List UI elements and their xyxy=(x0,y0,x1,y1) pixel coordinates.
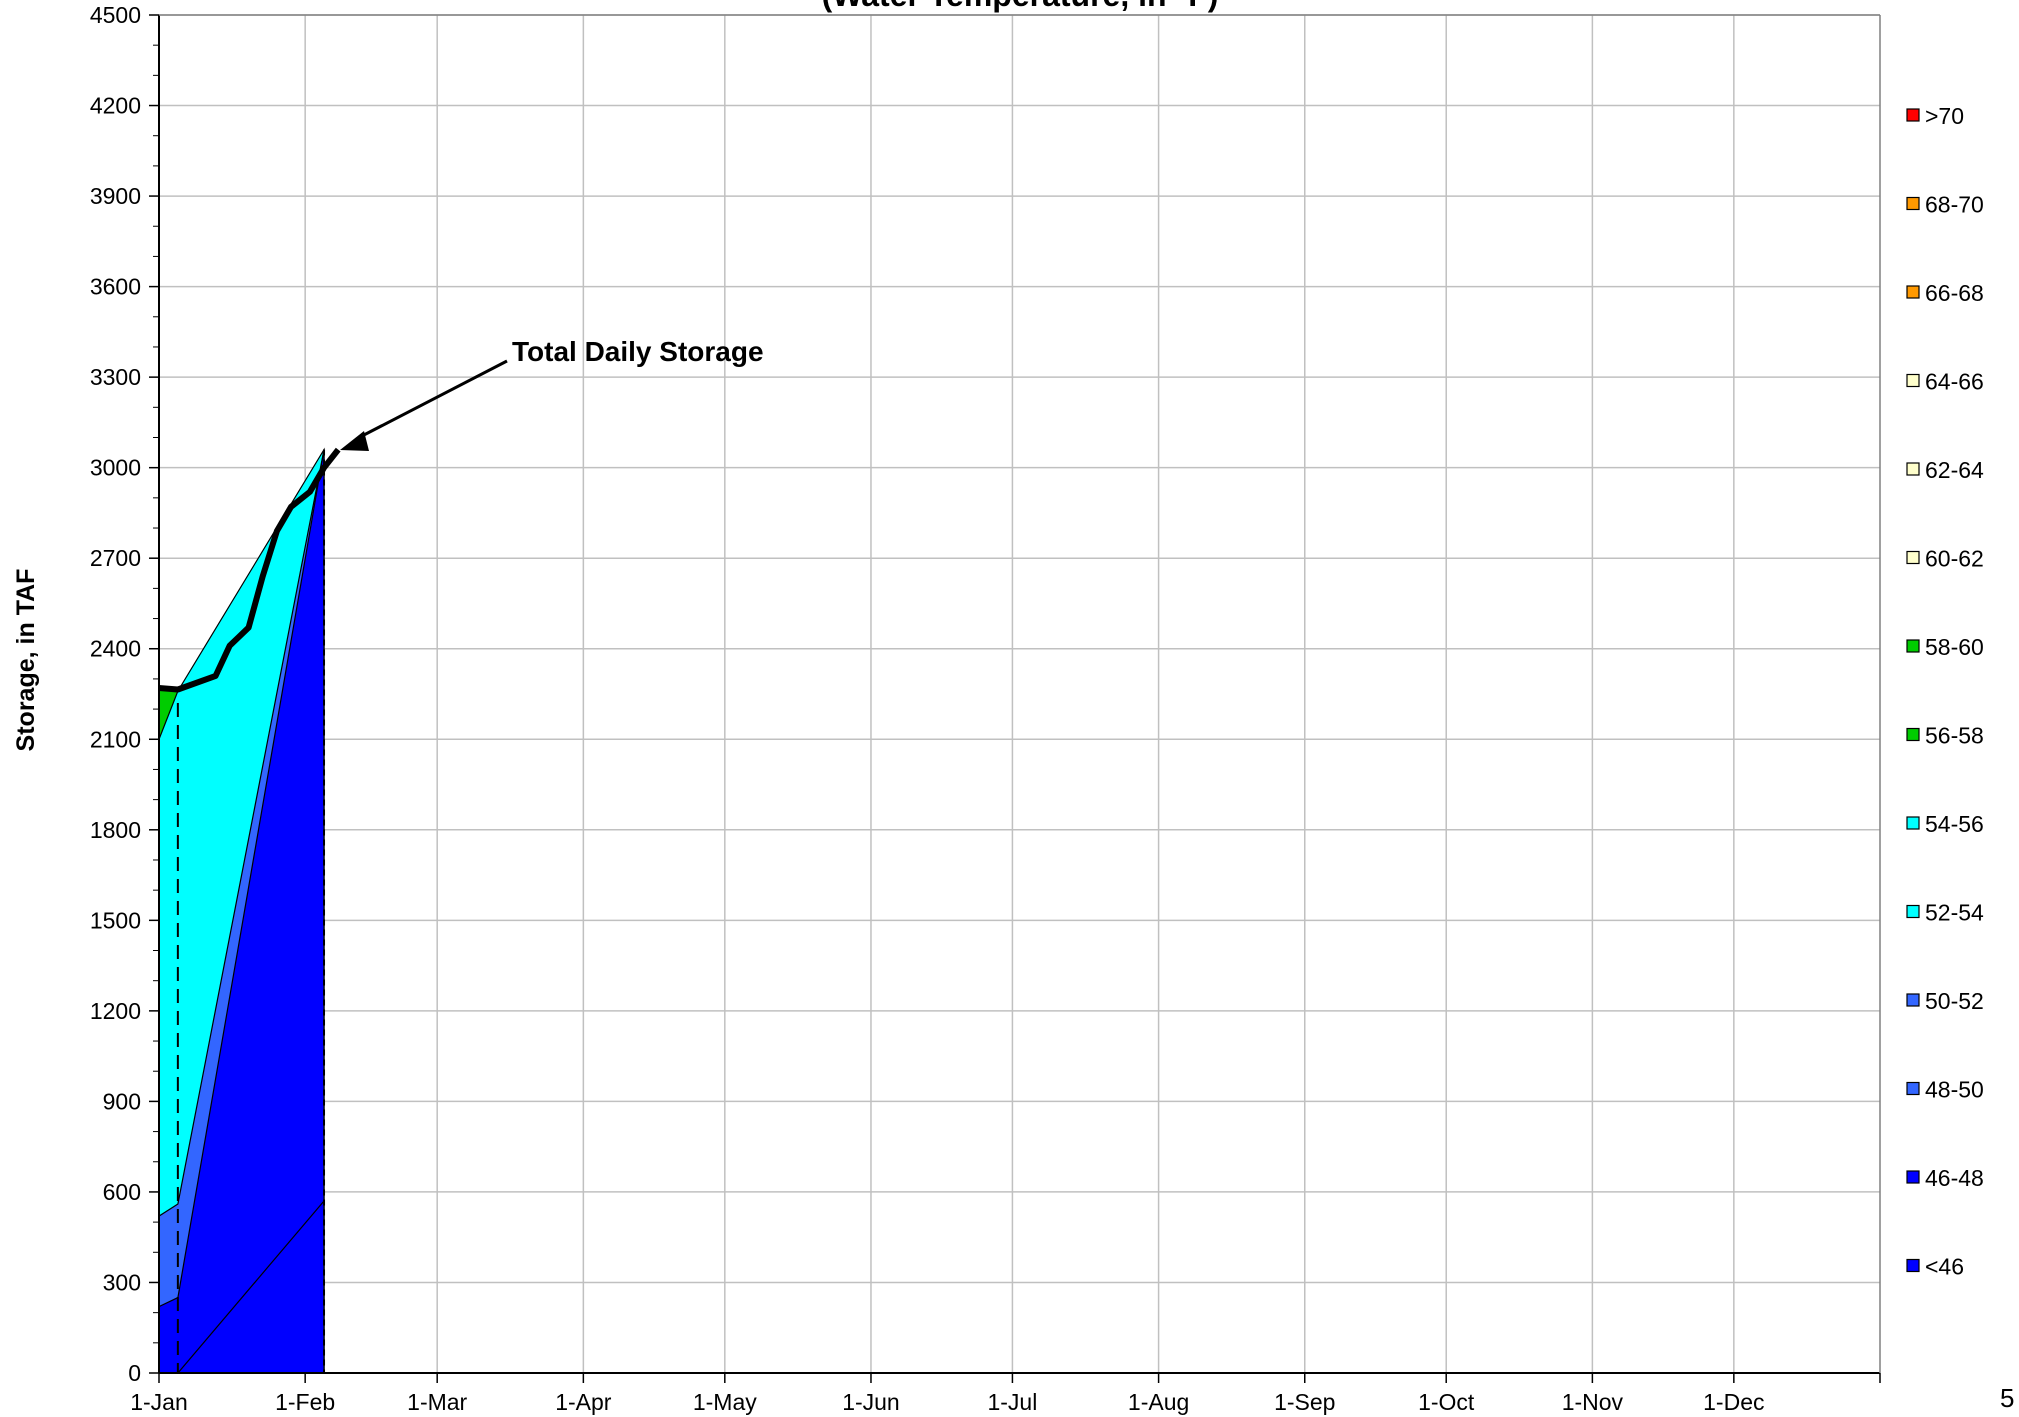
legend-label: 60-62 xyxy=(1925,546,1984,572)
legend-label: 52-54 xyxy=(1925,900,1984,926)
x-tick-label: 1-Aug xyxy=(1128,1389,1189,1415)
legend-label: 56-58 xyxy=(1925,723,1984,749)
legend-swatch xyxy=(1906,639,1920,653)
y-tick-label: 3300 xyxy=(90,364,141,390)
total-storage-line xyxy=(158,447,341,693)
x-tick-label: 1-Dec xyxy=(1703,1389,1764,1415)
y-tick-label: 2400 xyxy=(90,636,141,662)
legend-label: 50-52 xyxy=(1925,988,1984,1014)
x-tick-label: 1-Jan xyxy=(130,1389,188,1415)
legend-label: 64-66 xyxy=(1925,369,1984,395)
x-tick-label: 1-Mar xyxy=(407,1389,467,1415)
y-tick-label: 300 xyxy=(103,1269,141,1295)
legend-label: 48-50 xyxy=(1925,1077,1984,1103)
y-tick-labels: 0 300 600 900 1200 1500 1800 2100 2400 2700 3000 33… xyxy=(90,2,141,1386)
legend-label: 46-48 xyxy=(1925,1165,1984,1191)
x-tick-label: 1-Oct xyxy=(1418,1389,1475,1415)
legend-swatch xyxy=(1906,816,1920,830)
x-tick-labels: 1-Jan 1-Feb 1-Mar 1-Apr 1-May 1-Jun 1-Jul 1-Aug… xyxy=(130,1389,1764,1415)
y-tick-label: 2100 xyxy=(90,726,141,752)
x-tick-label: 1-Sep xyxy=(1274,1389,1335,1415)
y-tick-label: 0 xyxy=(128,1360,141,1386)
legend-swatch xyxy=(1906,108,1920,122)
legend-swatch xyxy=(1906,904,1920,919)
legend-label: 54-56 xyxy=(1925,811,1984,837)
y-axis-label: Storage, in TAF xyxy=(12,569,40,752)
y-tick-label: 2700 xyxy=(90,545,141,571)
total-storage-annotation: Total Daily Storage xyxy=(512,336,764,367)
y-tick-label: 3000 xyxy=(90,455,141,481)
x-tick-label: 1-Jul xyxy=(987,1389,1037,1415)
y-tick-label: 1200 xyxy=(90,998,141,1024)
y-tick-label: 3600 xyxy=(90,274,141,300)
y-tick-label: 3900 xyxy=(90,183,141,209)
legend-swatch xyxy=(1906,727,1920,742)
x-tick-label: 1-Nov xyxy=(1562,1389,1624,1415)
legend-swatch xyxy=(1906,550,1920,565)
legend-swatch xyxy=(1906,196,1920,211)
chart-title: (Water Temperature, in °F) xyxy=(822,0,1219,13)
legend-label: 68-70 xyxy=(1925,192,1984,218)
legend-swatch xyxy=(1906,1170,1920,1184)
legend-swatch xyxy=(1906,373,1920,388)
axes xyxy=(149,14,1881,1383)
legend-swatch xyxy=(1906,1081,1920,1096)
x-tick-label: 1-Feb xyxy=(275,1389,335,1415)
x-tick-label: 1-Jun xyxy=(842,1389,900,1415)
y-tick-label: 1500 xyxy=(90,907,141,933)
legend-label: >70 xyxy=(1925,103,1964,129)
page-number: 5 xyxy=(2000,1383,2014,1413)
legend-swatch xyxy=(1906,285,1920,299)
total-storage-series xyxy=(158,447,341,693)
legend-label: 62-64 xyxy=(1925,457,1984,483)
legend: >70 68-70 66-68 64-66 62-64 60-62 58-60 56-58 54… xyxy=(1906,103,1984,1280)
y-tick-label: 4500 xyxy=(90,2,141,28)
annotation-arrowhead xyxy=(340,431,369,451)
legend-label: 66-68 xyxy=(1925,280,1984,306)
y-tick-label: 600 xyxy=(103,1179,141,1205)
legend-swatch xyxy=(1906,462,1920,476)
y-tick-label: 4200 xyxy=(90,93,141,119)
legend-swatch xyxy=(1906,993,1920,1007)
x-tick-label: 1-May xyxy=(693,1389,757,1415)
x-tick-label: 1-Apr xyxy=(555,1389,612,1415)
annotation-arrow-line xyxy=(359,359,508,439)
legend-swatch xyxy=(1906,1258,1920,1273)
legend-label: <46 xyxy=(1925,1254,1964,1280)
legend-label: 58-60 xyxy=(1925,634,1984,660)
temperature-band-areas xyxy=(158,447,326,1374)
grid-lines xyxy=(159,14,1880,1373)
y-tick-label: 900 xyxy=(103,1088,141,1114)
y-tick-label: 1800 xyxy=(90,817,141,843)
